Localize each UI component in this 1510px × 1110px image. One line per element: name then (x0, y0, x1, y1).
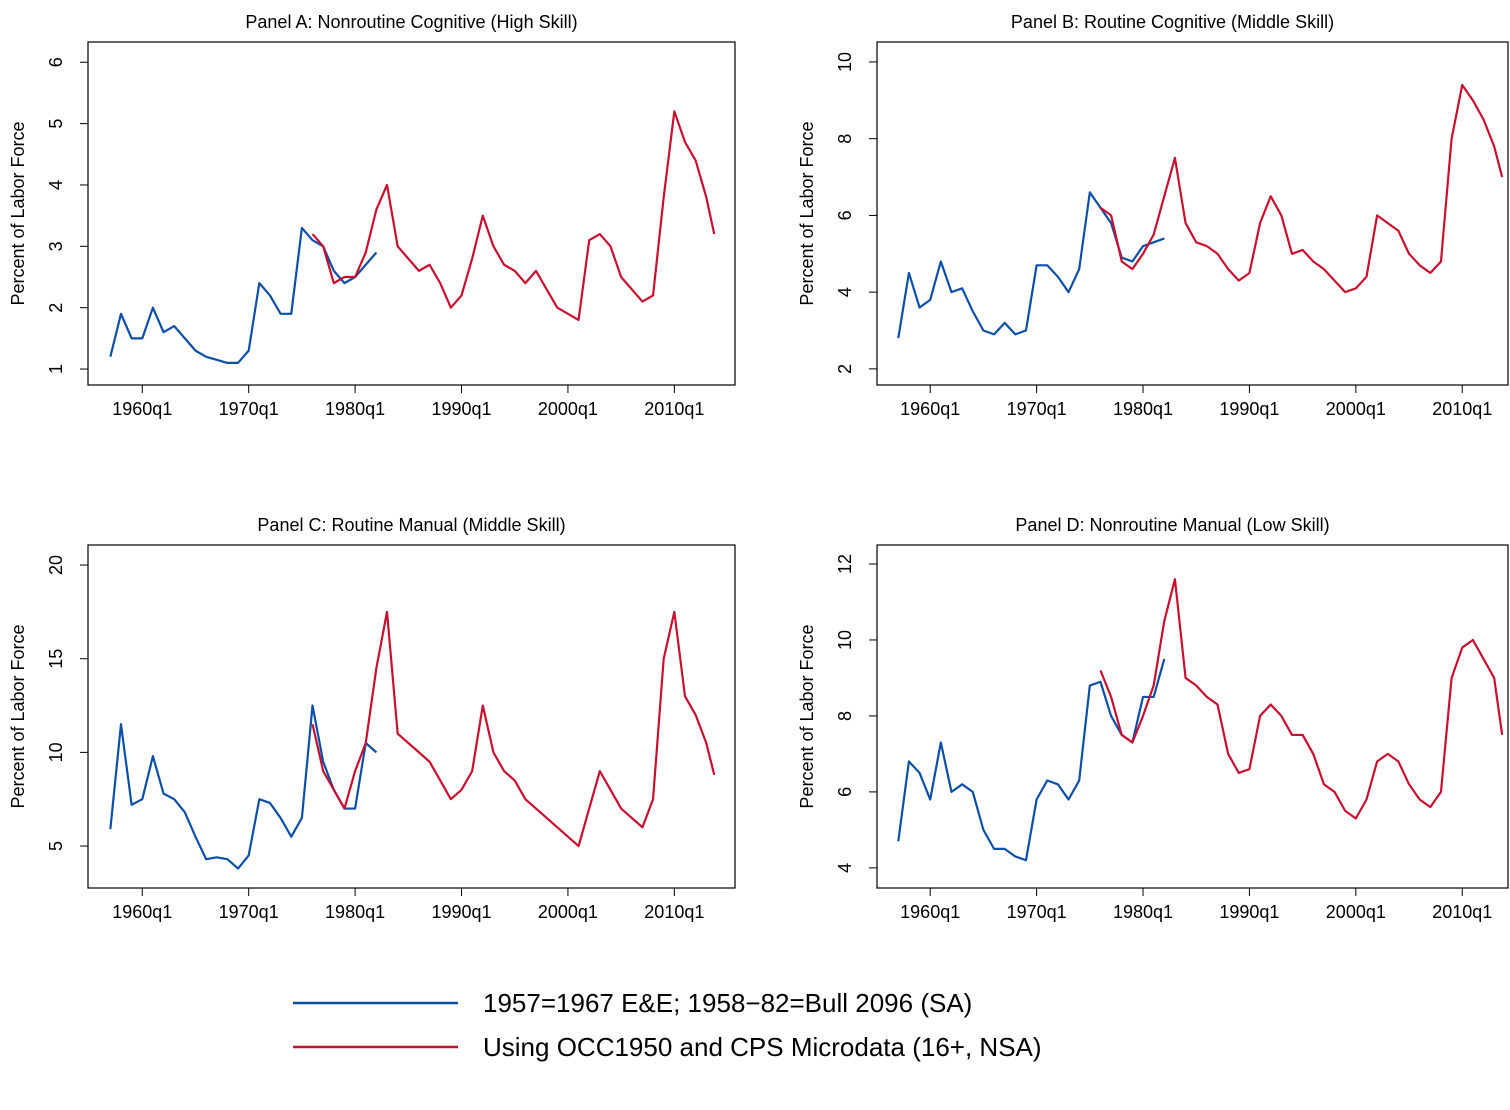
x-tick-label: 1990q1 (1219, 902, 1279, 922)
y-tick-label: 8 (835, 711, 855, 721)
x-tick-label: 2010q1 (644, 399, 704, 419)
plot-frame (87, 544, 736, 889)
x-tick-label: 2010q1 (1432, 399, 1492, 419)
panel: Panel A: Nonroutine Cognitive (High Skil… (8, 12, 736, 419)
y-tick-label: 5 (46, 841, 66, 851)
series-line (109, 704, 378, 870)
plot-frame (876, 544, 1509, 889)
y-tick-label: 2 (46, 303, 66, 313)
y-tick-label: 10 (835, 630, 855, 650)
panel-title: Panel C: Routine Manual (Middle Skill) (257, 515, 565, 535)
y-tick-label: 6 (835, 787, 855, 797)
series-line (897, 658, 1166, 862)
y-axis-label: Percent of Labor Force (797, 121, 817, 305)
panel: Panel C: Routine Manual (Middle Skill) Pe… (8, 515, 736, 922)
x-tick-label: 2000q1 (538, 399, 598, 419)
x-tick-label: 1960q1 (112, 399, 172, 419)
y-tick-label: 4 (835, 287, 855, 297)
y-tick-label: 8 (835, 134, 855, 144)
x-tick-label: 1980q1 (1113, 902, 1173, 922)
plot-frame (87, 41, 736, 386)
y-tick-label: 4 (46, 180, 66, 190)
series-line (311, 610, 716, 848)
series-line (109, 226, 378, 365)
series-line (311, 110, 716, 322)
y-tick-label: 3 (46, 241, 66, 251)
y-tick-label: 10 (835, 52, 855, 72)
y-tick-label: 2 (835, 364, 855, 374)
y-axis-label: Percent of Labor Force (8, 121, 28, 305)
y-tick-label: 4 (835, 863, 855, 873)
x-tick-label: 1970q1 (1007, 399, 1067, 419)
y-tick-label: 20 (46, 555, 66, 575)
series-line (1099, 83, 1504, 294)
y-tick-label: 12 (835, 554, 855, 574)
legend-label: Using OCC1950 and CPS Microdata (16+, NS… (483, 1032, 1042, 1062)
panel-title: Panel D: Nonroutine Manual (Low Skill) (1015, 515, 1329, 535)
panel: Panel B: Routine Cognitive (Middle Skill… (797, 12, 1509, 419)
x-tick-label: 2000q1 (1326, 902, 1386, 922)
x-tick-label: 1960q1 (900, 399, 960, 419)
x-tick-label: 1970q1 (1007, 902, 1067, 922)
y-axis-label: Percent of Labor Force (8, 624, 28, 808)
x-tick-label: 2010q1 (1432, 902, 1492, 922)
panel-title: Panel A: Nonroutine Cognitive (High Skil… (245, 12, 577, 32)
x-tick-label: 1980q1 (325, 902, 385, 922)
series-line (897, 191, 1165, 339)
x-tick-label: 2000q1 (538, 902, 598, 922)
x-tick-label: 2000q1 (1326, 399, 1386, 419)
x-tick-label: 1970q1 (219, 399, 279, 419)
series-line (1099, 578, 1504, 820)
x-tick-label: 2010q1 (644, 902, 704, 922)
x-tick-label: 1990q1 (431, 902, 491, 922)
x-tick-label: 1960q1 (112, 902, 172, 922)
x-tick-label: 1990q1 (431, 399, 491, 419)
y-tick-label: 6 (835, 210, 855, 220)
x-tick-label: 1970q1 (219, 902, 279, 922)
x-tick-label: 1980q1 (1113, 399, 1173, 419)
y-tick-label: 6 (46, 57, 66, 67)
legend-label: 1957=1967 E&E; 1958−82=Bull 2096 (SA) (483, 988, 972, 1018)
y-tick-label: 5 (46, 119, 66, 129)
y-tick-label: 1 (46, 364, 66, 374)
x-tick-label: 1990q1 (1219, 399, 1279, 419)
y-tick-label: 15 (46, 649, 66, 669)
x-tick-label: 1980q1 (325, 399, 385, 419)
y-axis-label: Percent of Labor Force (797, 624, 817, 808)
panel-title: Panel B: Routine Cognitive (Middle Skill… (1011, 12, 1334, 32)
x-tick-label: 1960q1 (900, 902, 960, 922)
panel: Panel D: Nonroutine Manual (Low Skill) Pe… (797, 515, 1509, 922)
y-tick-label: 10 (46, 742, 66, 762)
plot-frame (876, 41, 1509, 386)
